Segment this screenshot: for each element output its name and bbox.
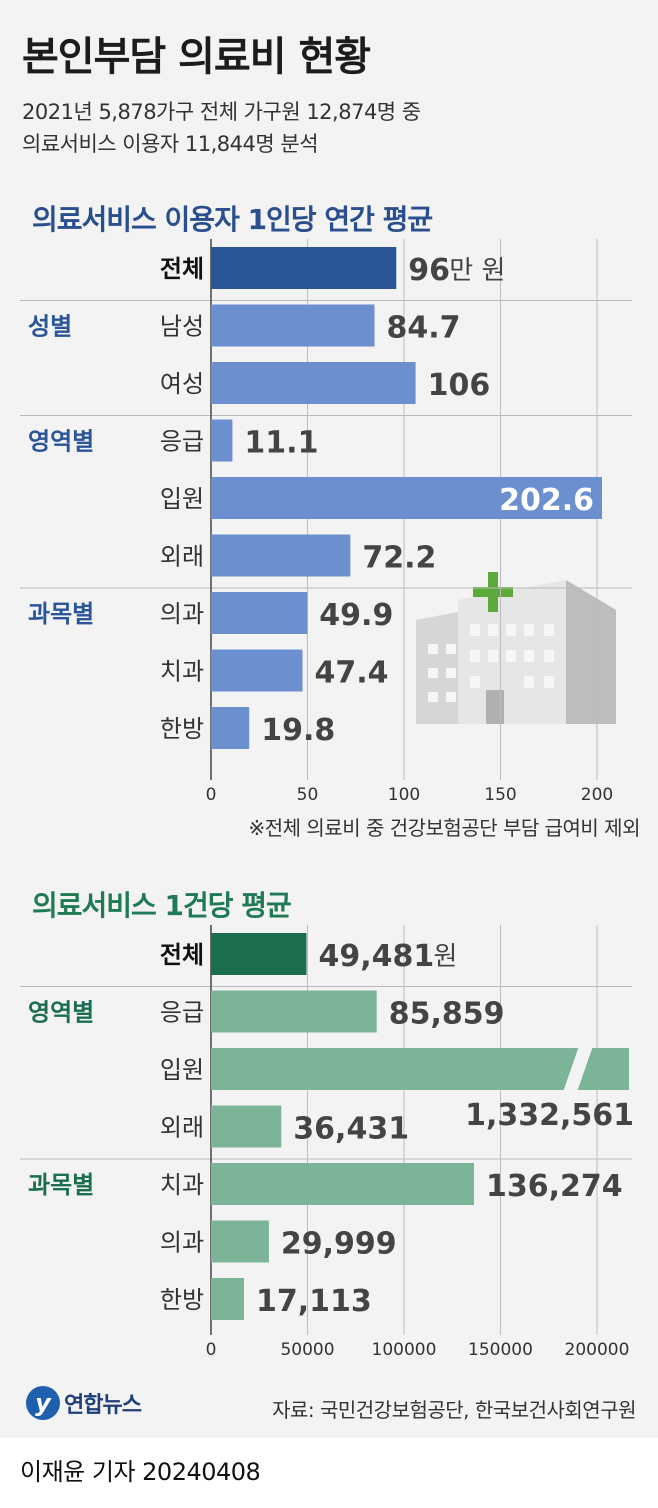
data-label: 49.9 <box>319 598 393 633</box>
x-tick-label: 150 <box>484 785 516 805</box>
category-label: 치과 <box>160 658 204 686</box>
category-label: 한방 <box>160 715 204 743</box>
bar <box>211 247 397 289</box>
x-tick-label: 0 <box>206 785 217 805</box>
bar <box>211 1163 475 1205</box>
data-label: 136,274 <box>486 1169 623 1204</box>
data-label: 49,481 <box>318 939 434 974</box>
category-label: 한방 <box>160 1286 204 1314</box>
bar <box>211 534 351 577</box>
x-tick-label: 200 <box>581 785 613 805</box>
yonhap-logo: y 연합뉴스 <box>26 1386 142 1420</box>
yonhap-logo-text: 연합뉴스 <box>64 1393 142 1418</box>
category-label: 외래 <box>160 543 204 571</box>
bar <box>211 419 233 462</box>
group-label: 영역별 <box>28 999 94 1027</box>
bar <box>211 477 603 519</box>
data-label: 11.1 <box>244 426 318 461</box>
category-label: 입원 <box>160 1056 204 1084</box>
category-label: 의과 <box>160 600 204 628</box>
category-label: 남성 <box>160 313 204 341</box>
page-title: 본인부담 의료비 현황 <box>22 34 371 80</box>
category-label: 치과 <box>160 1171 204 1199</box>
reporter-credit: 이재윤 기자 20240408 <box>20 1458 261 1486</box>
data-label: 36,431 <box>293 1112 409 1147</box>
chart2-title: 의료서비스 1건당 평균 <box>32 889 292 922</box>
data-label: 96 <box>408 253 450 288</box>
data-label: 17,113 <box>256 1284 372 1319</box>
data-label: 72.2 <box>362 541 436 576</box>
x-tick-label: 50000 <box>280 1340 334 1360</box>
bar <box>211 990 377 1033</box>
category-label: 의과 <box>160 1229 204 1257</box>
chart1-title: 의료서비스 이용자 1인당 연간 평균 <box>32 203 433 236</box>
hospital-icon <box>416 572 616 724</box>
x-tick-label: 100 <box>388 785 420 805</box>
category-label: 외래 <box>160 1114 204 1142</box>
group-label: 영역별 <box>28 428 94 456</box>
x-tick-label: 50 <box>297 785 319 805</box>
bar <box>211 1220 269 1263</box>
bar <box>211 362 416 404</box>
category-label: 전체 <box>160 255 204 283</box>
subtitle-line-1: 2021년 5,878가구 전체 가구원 12,874명 중 <box>22 100 421 124</box>
x-tick-label: 200000 <box>565 1340 630 1360</box>
category-label: 응급 <box>160 428 204 456</box>
bar <box>211 933 307 975</box>
source-note: 자료: 국민건강보험공단, 한국보건사회연구원 <box>272 1398 636 1422</box>
bar <box>211 1278 245 1320</box>
category-label: 응급 <box>160 999 204 1027</box>
yonhap-logo-mark: y <box>26 1386 60 1420</box>
data-label: 85,859 <box>389 997 505 1032</box>
category-label: 입원 <box>160 485 204 513</box>
data-label: 29,999 <box>281 1227 397 1262</box>
group-label: 성별 <box>28 313 72 341</box>
category-label: 전체 <box>160 941 204 969</box>
subtitle-line-2: 의료서비스 이용자 11,844명 분석 <box>22 132 319 156</box>
chart1-footnote: ※전체 의료비 중 건강보험공단 부담 급여비 제외 <box>248 816 640 840</box>
data-label: 19.8 <box>261 713 335 748</box>
data-label: 1,332,561 <box>465 1098 634 1133</box>
axis-break-mark <box>563 1046 593 1092</box>
bar <box>211 304 375 347</box>
group-label: 과목별 <box>28 600 94 628</box>
data-label: 47.4 <box>314 656 388 691</box>
category-label: 여성 <box>160 370 204 398</box>
unit-label: 만 원 <box>449 256 505 286</box>
bar <box>211 649 303 692</box>
page-subtitle: 2021년 5,878가구 전체 가구원 12,874명 중 의료서비스 이용자… <box>22 96 421 160</box>
x-tick-label: 150000 <box>468 1340 533 1360</box>
group-label: 과목별 <box>28 1171 94 1199</box>
x-tick-label: 100000 <box>372 1340 437 1360</box>
bar <box>211 707 250 749</box>
data-label: 202.6 <box>499 483 594 518</box>
bar <box>211 1048 629 1090</box>
bar <box>211 592 308 634</box>
bar <box>211 1105 282 1148</box>
data-label: 106 <box>428 368 491 403</box>
x-tick-label: 0 <box>206 1340 217 1360</box>
unit-label: 원 <box>433 942 457 972</box>
data-label: 84.7 <box>386 311 460 346</box>
